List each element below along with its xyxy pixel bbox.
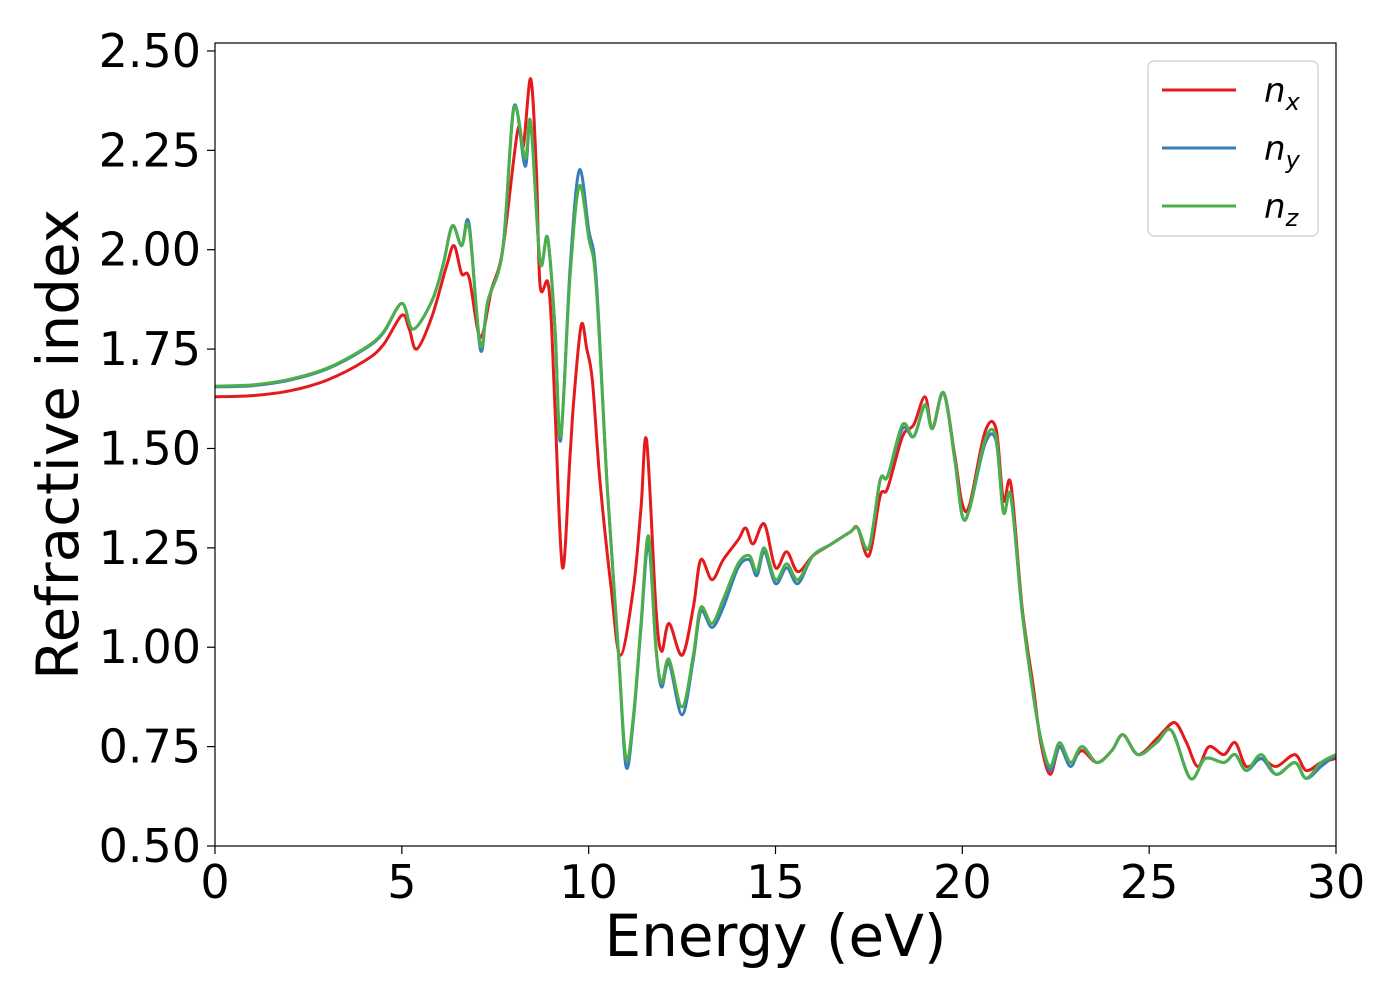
y-tick-label: 1.25 — [99, 521, 201, 575]
x-tick-label: 25 — [1120, 855, 1179, 909]
legend-label-y: ny — [1264, 129, 1301, 174]
y-tick-label: 1.75 — [99, 322, 201, 376]
series-line-z — [215, 104, 1336, 781]
y-tick-label: 1.50 — [99, 421, 201, 475]
y-tick-label: 2.00 — [99, 223, 201, 277]
x-tick-label: 20 — [933, 855, 992, 909]
y-axis: 0.50 0.75 1.00 1.25 1.50 1.75 2.00 2.25 2.50 — [99, 24, 215, 873]
y-axis-title: Refractive index — [24, 209, 92, 680]
x-tick-label: 0 — [200, 855, 229, 909]
series-layer — [215, 77, 1336, 781]
y-tick-label: 0.75 — [99, 720, 201, 774]
y-tick-label: 0.50 — [99, 819, 201, 873]
x-axis-title: Energy (eV) — [604, 902, 946, 970]
x-tick-label: 15 — [746, 855, 805, 909]
y-tick-label: 2.50 — [99, 24, 201, 78]
y-tick-label: 2.25 — [99, 123, 201, 177]
legend-label-z: nz — [1264, 187, 1300, 232]
x-tick-label: 10 — [559, 855, 618, 909]
x-axis: 0 5 10 15 20 25 30 — [200, 846, 1365, 909]
x-tick-label: 5 — [387, 855, 416, 909]
legend: nx ny nz — [1147, 60, 1319, 237]
legend-label-x: nx — [1264, 71, 1301, 116]
x-tick-label: 30 — [1307, 855, 1366, 909]
y-tick-label: 1.00 — [99, 620, 201, 674]
